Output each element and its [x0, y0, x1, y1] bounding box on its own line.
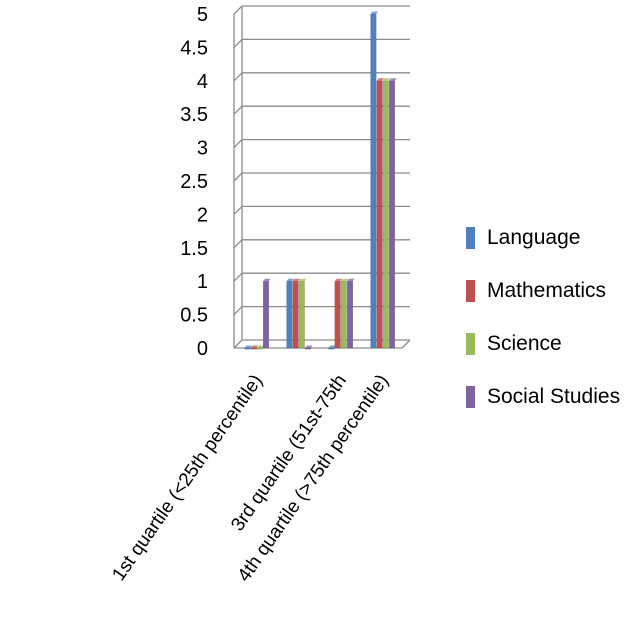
bar: [250, 347, 257, 350]
y-tick-label: 1: [197, 271, 208, 293]
y-tick-label: 3.5: [180, 104, 208, 126]
bar-cap: [305, 345, 313, 348]
bar-cap: [299, 278, 307, 282]
legend-item: Language: [466, 220, 620, 255]
bar: [370, 13, 377, 349]
bar-cap: [370, 11, 378, 14]
gridline-slant: [233, 205, 243, 215]
gridline-slant: [233, 38, 243, 48]
legend-label: Mathematics: [487, 278, 607, 302]
y-tick-label: 2: [197, 204, 208, 226]
bar: [292, 281, 299, 349]
bar-cap: [292, 278, 301, 282]
bar-cap: [263, 278, 271, 282]
legend-item: Social Studies: [466, 379, 620, 414]
x-tick-label: 1st quartile (<25th percentile): [108, 371, 267, 585]
legend-swatch: [466, 279, 475, 302]
legend-item: Science: [466, 326, 620, 361]
y-tick-label: 2.5: [180, 171, 208, 193]
bar-cap: [376, 78, 385, 81]
bar-cap: [383, 78, 391, 81]
bar: [347, 281, 354, 349]
legend-swatch: [466, 385, 475, 408]
bar: [334, 281, 341, 349]
bar: [263, 281, 270, 349]
legend-label: Language: [487, 225, 581, 249]
y-tick-label: 3: [197, 138, 208, 160]
bar-cap: [286, 278, 294, 282]
y-tick-label: 0.5: [180, 305, 208, 327]
gridline-slant: [233, 272, 243, 282]
floor-side-edge: [401, 339, 411, 349]
legend: Language Mathematics Science Social Studies: [466, 220, 620, 432]
bar-cap: [347, 278, 355, 282]
bar: [328, 347, 335, 350]
bar: [340, 281, 347, 349]
bar-cap: [257, 345, 265, 348]
bar-cap: [250, 345, 259, 348]
gridline-slant: [233, 72, 243, 82]
bar-cap: [341, 278, 349, 282]
x-tick-labels: 1st quartile (<25th percentile)3rd quart…: [108, 371, 393, 586]
y-tick-label: 1.5: [180, 238, 208, 260]
legend-label: Social Studies: [487, 384, 621, 408]
y-tick-label: 4.5: [180, 37, 208, 59]
bar: [382, 80, 389, 349]
bar: [298, 281, 305, 349]
gridline-slant: [233, 105, 243, 115]
y-tick-label: 4: [197, 71, 208, 93]
gridline-slant: [233, 5, 243, 15]
bar-cap: [334, 278, 343, 282]
gridline-slant: [233, 139, 243, 149]
legend-swatch: [466, 226, 475, 249]
bar: [389, 80, 396, 349]
y-tick-label: 0: [197, 338, 208, 360]
bars: [244, 11, 397, 350]
bar: [256, 347, 263, 350]
legend-label: Science: [487, 331, 562, 355]
bar: [244, 347, 251, 350]
bar: [376, 80, 383, 349]
bar-cap: [328, 345, 336, 348]
bar: [305, 347, 312, 350]
gridline-slant: [233, 306, 243, 316]
y-tick-label: 5: [197, 4, 208, 26]
y-tick-labels: 0 0.5 1 1.5 2 2.5 3 3.5 4 4.5 5: [180, 4, 208, 360]
bar: [286, 281, 293, 349]
legend-swatch: [466, 332, 475, 355]
bar-cap: [389, 78, 397, 81]
legend-item: Mathematics: [466, 273, 620, 308]
bar-cap: [244, 345, 252, 348]
gridline-slant: [233, 239, 243, 249]
gridline-slant: [233, 172, 243, 182]
gridline-slant: [233, 339, 243, 349]
